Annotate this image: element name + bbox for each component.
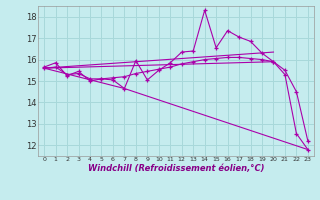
X-axis label: Windchill (Refroidissement éolien,°C): Windchill (Refroidissement éolien,°C) [88, 164, 264, 173]
